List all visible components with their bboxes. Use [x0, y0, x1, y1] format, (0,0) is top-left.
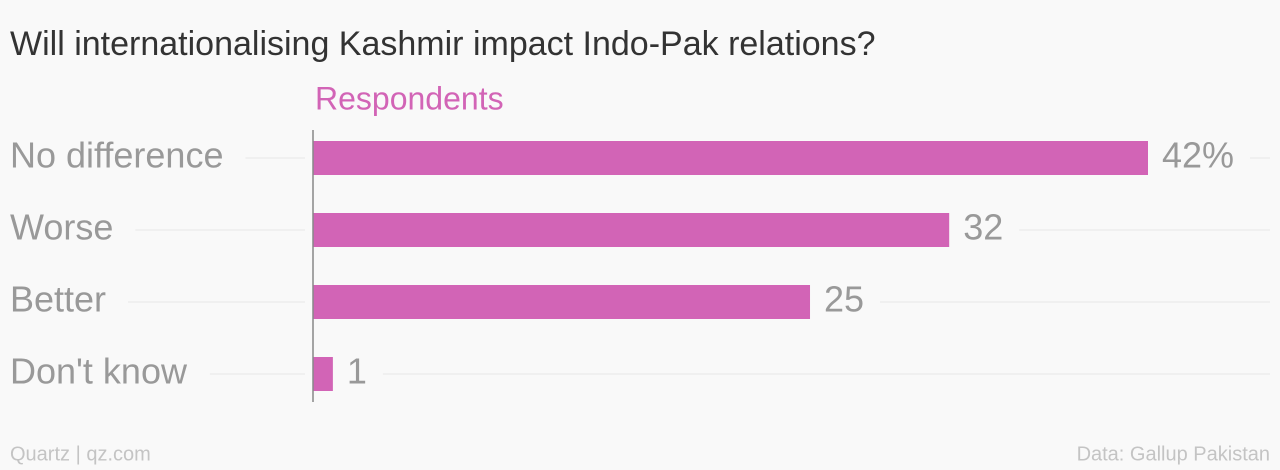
category-label: Worse: [10, 207, 113, 248]
bar: [313, 285, 811, 319]
bar: [313, 357, 333, 391]
value-label: 1: [347, 351, 367, 392]
bar: [313, 141, 1148, 175]
value-label: 32: [963, 207, 1003, 248]
category-label: No difference: [10, 135, 223, 176]
bar: [313, 213, 950, 247]
source: Data: Gallup Pakistan: [1077, 443, 1270, 465]
category-label: Better: [10, 279, 106, 320]
credit: Quartz | qz.com: [10, 443, 151, 465]
value-label: 25: [824, 279, 864, 320]
value-label: 42%: [1162, 135, 1234, 176]
series-label: Respondents: [315, 80, 504, 116]
chart-title: Will internationalising Kashmir impact I…: [10, 25, 876, 63]
category-label: Don't know: [10, 351, 188, 392]
